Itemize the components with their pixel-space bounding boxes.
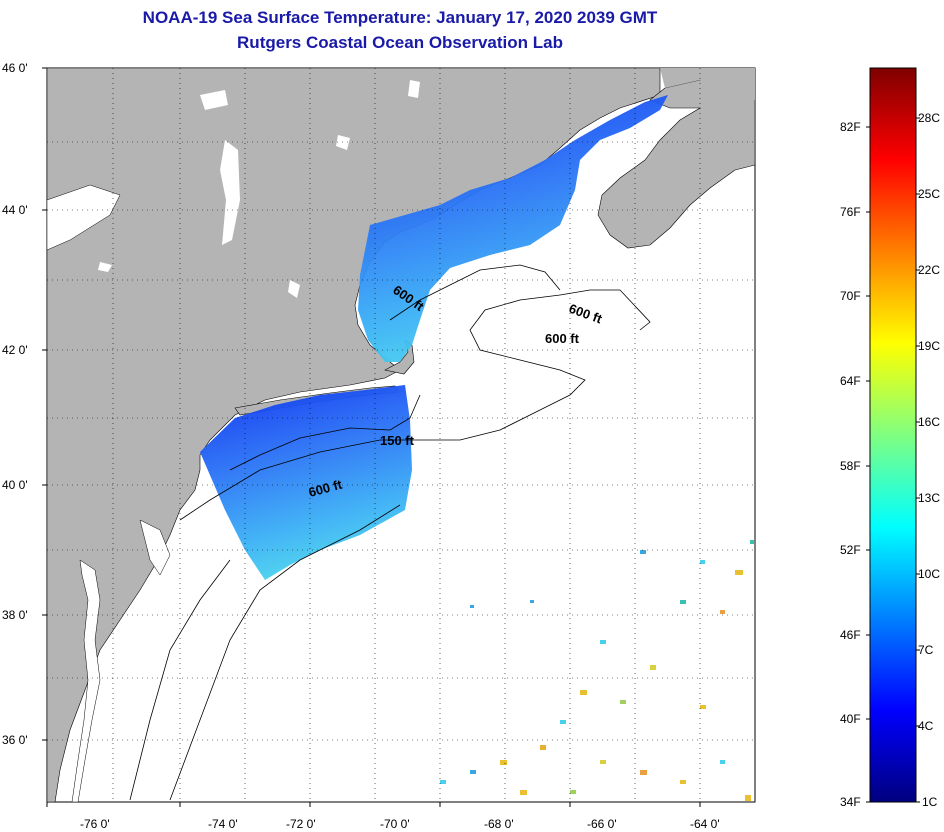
map-title: NOAA-19 Sea Surface Temperature: January… [142, 8, 658, 27]
cb-label-f: 34F [840, 795, 861, 809]
lat-label: 38 0' [2, 608, 28, 622]
cb-label-c: 19C [918, 339, 941, 353]
lon-label: -66 0' [587, 817, 617, 831]
cb-label-c: 10C [918, 567, 941, 581]
sst-scatter [440, 540, 754, 801]
lake-small-2 [408, 80, 420, 98]
cb-label-f: 82F [840, 120, 861, 134]
cb-label-f: 40F [840, 712, 861, 726]
lake-champlain [220, 140, 240, 245]
contour-600ft-gulf [389, 264, 561, 321]
cb-label-c: 22C [918, 263, 941, 277]
contour-inner [129, 559, 231, 801]
graticule [47, 68, 755, 802]
cb-label-c: 1C [922, 795, 938, 809]
lon-label: -68 0' [484, 817, 514, 831]
lake-small-5 [98, 262, 112, 272]
cb-label-c: 4C [918, 719, 934, 733]
cb-label-c: 13C [918, 491, 941, 505]
cb-label-c: 16C [918, 415, 941, 429]
colorbar [869, 67, 917, 803]
lake-small-1 [200, 90, 228, 110]
lat-label: 44 0' [2, 203, 28, 217]
lon-label: -76 0' [80, 817, 110, 831]
bathymetry-contours [129, 264, 651, 801]
cb-label-f: 64F [840, 374, 861, 388]
land-bay-of-fundy-shore [660, 68, 755, 100]
lon-label: -64 0' [690, 817, 720, 831]
lat-label: 40 0' [2, 478, 28, 492]
lake-ontario-edge [47, 184, 121, 251]
map-subtitle: Rutgers Coastal Ocean Observation Lab [237, 33, 563, 52]
frame-ticks [42, 67, 701, 807]
cb-label-c: 25C [918, 187, 941, 201]
cb-label-f: 76F [840, 205, 861, 219]
delaware-bay [139, 519, 171, 576]
contour-label: 150 ft [380, 433, 415, 448]
lon-label: -72 0' [286, 817, 316, 831]
cb-label-f: 70F [840, 289, 861, 303]
cb-label-f: 46F [840, 628, 861, 642]
cb-label-c: 7C [918, 643, 934, 657]
lake-small-3 [336, 135, 350, 150]
lon-label: -70 0' [380, 817, 410, 831]
contour-150ft [229, 394, 421, 471]
colorbar-ticks [866, 117, 920, 803]
cb-label-f: 52F [840, 543, 861, 557]
cb-label-c: 28C [918, 111, 941, 125]
contour-label: 600 ft [545, 331, 580, 346]
lake-small-4 [288, 280, 300, 298]
lat-label: 42 0' [2, 343, 28, 357]
sst-swath-mid-atlantic [200, 385, 412, 580]
contour-600ft-shelf [179, 289, 651, 521]
lon-label: -74 0' [208, 817, 238, 831]
cb-label-f: 58F [840, 459, 861, 473]
chesapeake-bay [71, 559, 101, 802]
sst-swath-gulf-of-maine [358, 95, 668, 362]
contour-600ft-mid [169, 504, 401, 801]
lat-label: 36 0' [2, 733, 28, 747]
lat-label: 46 0' [2, 61, 28, 75]
